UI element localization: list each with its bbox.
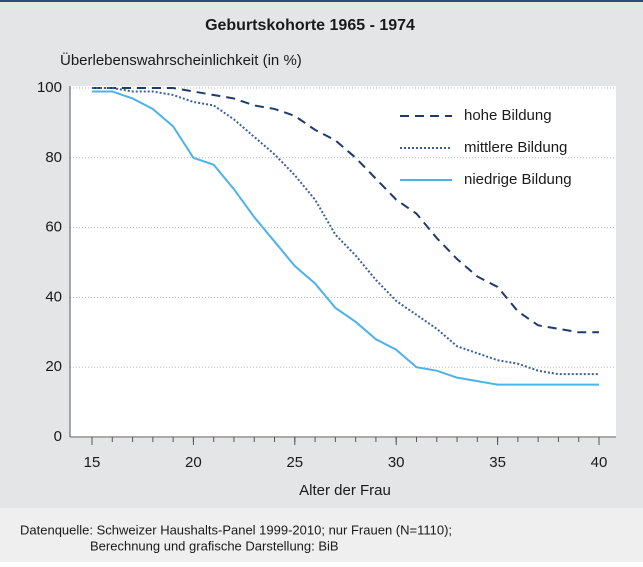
- legend-label: hohe Bildung: [464, 107, 552, 124]
- footer: [0, 508, 643, 562]
- x-tick-label: 25: [286, 454, 303, 471]
- y-tick-label: 40: [45, 288, 62, 305]
- y-tick-label: 0: [54, 428, 62, 445]
- source-line: Datenquelle: Schweizer Haushalts-Panel 1…: [20, 522, 452, 537]
- x-tick-label: 40: [591, 454, 608, 471]
- y-tick-label: 100: [37, 79, 62, 96]
- y-tick-label: 80: [45, 149, 62, 166]
- legend-label: niedrige Bildung: [464, 171, 572, 188]
- x-tick-label: 35: [489, 454, 506, 471]
- x-tick-label: 30: [388, 454, 405, 471]
- line-series: [92, 87, 599, 376]
- y-tick-label: 20: [45, 358, 62, 375]
- y-tick-label: 60: [45, 219, 62, 236]
- top-rule: [0, 0, 643, 2]
- legend-label: mittlere Bildung: [464, 139, 567, 156]
- plot-area: [70, 86, 616, 438]
- line-series: [92, 87, 599, 334]
- x-axis-label: Alter der Frau: [299, 482, 391, 499]
- y-axis-label: Überlebenswahrscheinlichkeit (in %): [60, 51, 302, 69]
- source-line: Berechnung und grafische Darstellung: Bi…: [90, 538, 339, 553]
- chart-title: Geburtskohorte 1965 - 1974: [205, 17, 415, 34]
- x-tick-label: 15: [84, 454, 101, 471]
- x-tick-label: 20: [185, 454, 202, 471]
- line-series: [92, 90, 599, 386]
